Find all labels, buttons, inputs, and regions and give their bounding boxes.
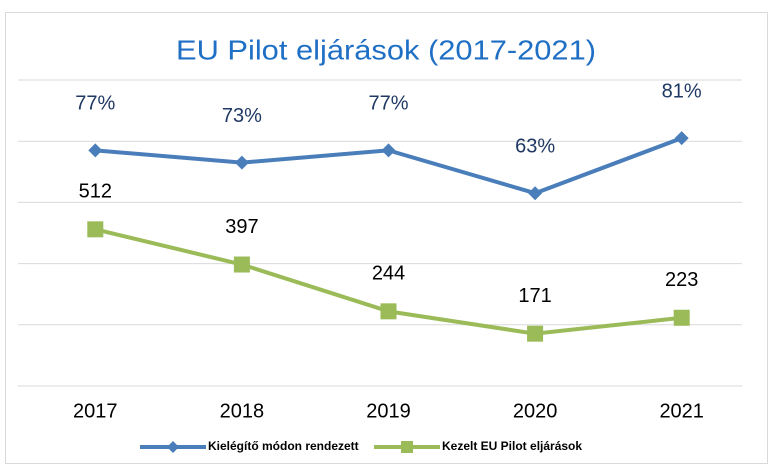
data-label: 171	[518, 285, 551, 307]
legend-label: Kezelt EU Pilot eljárások	[442, 439, 582, 453]
x-tick-label: 2018	[220, 400, 265, 422]
data-label: 223	[665, 269, 698, 291]
point	[87, 221, 104, 238]
point	[673, 309, 690, 326]
x-tick-label: 2021	[659, 400, 704, 422]
data-label: 63%	[515, 136, 555, 158]
data-label: 77%	[75, 93, 115, 115]
point	[380, 303, 397, 320]
point	[674, 131, 689, 146]
legend-marker	[167, 441, 179, 453]
point	[234, 155, 249, 170]
x-tick-label: 2017	[73, 400, 118, 422]
legend-marker	[401, 441, 413, 453]
point	[88, 143, 103, 158]
legend-label: Kielégítő módon rendezett	[208, 439, 359, 453]
point	[527, 325, 544, 342]
point	[381, 143, 396, 158]
data-label: 397	[225, 216, 258, 238]
data-label: 81%	[662, 80, 702, 102]
data-label: 244	[372, 263, 405, 285]
data-label: 73%	[222, 105, 262, 127]
point	[233, 256, 250, 273]
chart-title: EU Pilot eljárások (2017-2021)	[176, 34, 596, 65]
x-tick-label: 2020	[513, 400, 558, 422]
data-label: 512	[79, 181, 112, 203]
data-label: 77%	[368, 93, 408, 115]
x-tick-label: 2019	[366, 400, 411, 422]
point	[528, 186, 543, 201]
